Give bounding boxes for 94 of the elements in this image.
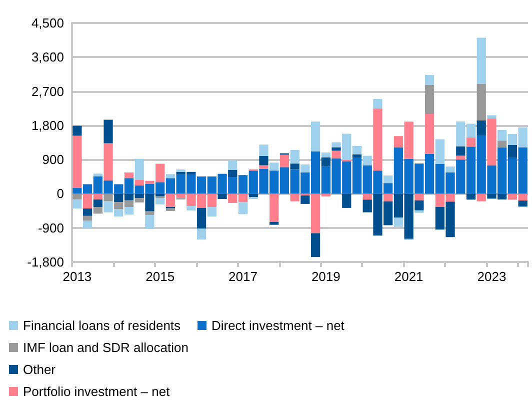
y-tick-label: -1,800 [27, 254, 64, 270]
bar [487, 118, 496, 166]
bar [270, 222, 279, 225]
x-tick-label: 2023 [477, 269, 506, 284]
bar [104, 120, 113, 144]
bar [321, 157, 330, 167]
bar [176, 169, 186, 172]
bar [456, 156, 466, 160]
bar [290, 164, 300, 170]
bar [104, 143, 113, 180]
bar [332, 150, 341, 158]
y-tick-label: 2,700 [31, 84, 64, 99]
bar [259, 156, 268, 166]
x-tick-label: 2013 [62, 269, 92, 284]
bar [166, 208, 176, 211]
bar [394, 218, 404, 227]
bar [280, 154, 290, 168]
bar [72, 126, 82, 136]
bar [207, 206, 216, 216]
legend-label: IMF loan and SDR allocation [23, 340, 188, 355]
bar [104, 194, 113, 202]
x-tick-label: 2021 [394, 269, 424, 284]
bar [93, 174, 102, 176]
x-tick-label: 2015 [146, 269, 175, 284]
bar [238, 202, 248, 214]
bar [456, 146, 466, 156]
bar [259, 144, 268, 156]
bar [476, 194, 486, 202]
bar [145, 214, 154, 229]
bar [248, 194, 258, 198]
y-tick-label: 1,800 [31, 118, 64, 133]
bar [270, 194, 279, 222]
bar [352, 154, 362, 158]
bar [82, 208, 92, 216]
bar [259, 165, 268, 169]
bar [300, 164, 310, 172]
bar [93, 206, 102, 214]
bar [476, 120, 486, 136]
bar [435, 139, 444, 164]
bar [498, 140, 507, 148]
bar [186, 206, 196, 210]
bar [310, 122, 320, 152]
bar [446, 166, 455, 172]
bar [487, 115, 496, 118]
legend-label: Financial loans of residents [23, 318, 182, 333]
bar [72, 199, 82, 209]
bar [124, 172, 134, 178]
bar [196, 208, 206, 229]
bar [290, 150, 300, 164]
legend-label: Other [23, 362, 56, 377]
bar [384, 194, 393, 202]
bar [166, 174, 176, 178]
y-tick-label: 3,600 [31, 50, 64, 65]
bar [82, 216, 92, 221]
y-tick-label: 4,500 [31, 16, 64, 30]
bar [72, 194, 82, 200]
bar [196, 228, 206, 240]
bar [72, 136, 82, 188]
x-tick-label: 2019 [311, 269, 340, 284]
bar [362, 194, 372, 200]
bar [384, 176, 393, 184]
y-tick-label: 0 [56, 186, 64, 202]
bar [93, 199, 102, 207]
bar [362, 156, 372, 166]
bar [476, 38, 486, 84]
bar [134, 158, 144, 180]
bar [508, 144, 518, 158]
bar [145, 211, 154, 215]
y-tick-label: -900 [38, 220, 64, 236]
bar [373, 108, 382, 171]
bar [476, 84, 486, 120]
bar [270, 162, 279, 171]
y-tick-label: 900 [42, 152, 64, 168]
bar [218, 194, 227, 200]
legend-label: Portfolio investment – net [23, 384, 170, 399]
bar [414, 210, 424, 213]
bar [466, 194, 476, 200]
bar [228, 160, 238, 170]
bar [342, 194, 352, 208]
bar [424, 114, 434, 154]
bar [300, 195, 310, 204]
x-tick-label: 2017 [228, 269, 258, 284]
bar [373, 98, 382, 108]
bar [518, 200, 528, 207]
bar [466, 137, 476, 147]
bar [321, 152, 330, 158]
bar [156, 198, 165, 204]
bar [424, 74, 434, 86]
bar [82, 220, 92, 228]
bar [310, 233, 320, 258]
legend-label: Direct investment – net [211, 318, 345, 333]
bar [414, 194, 424, 200]
bar [332, 147, 341, 151]
bar [424, 85, 434, 114]
